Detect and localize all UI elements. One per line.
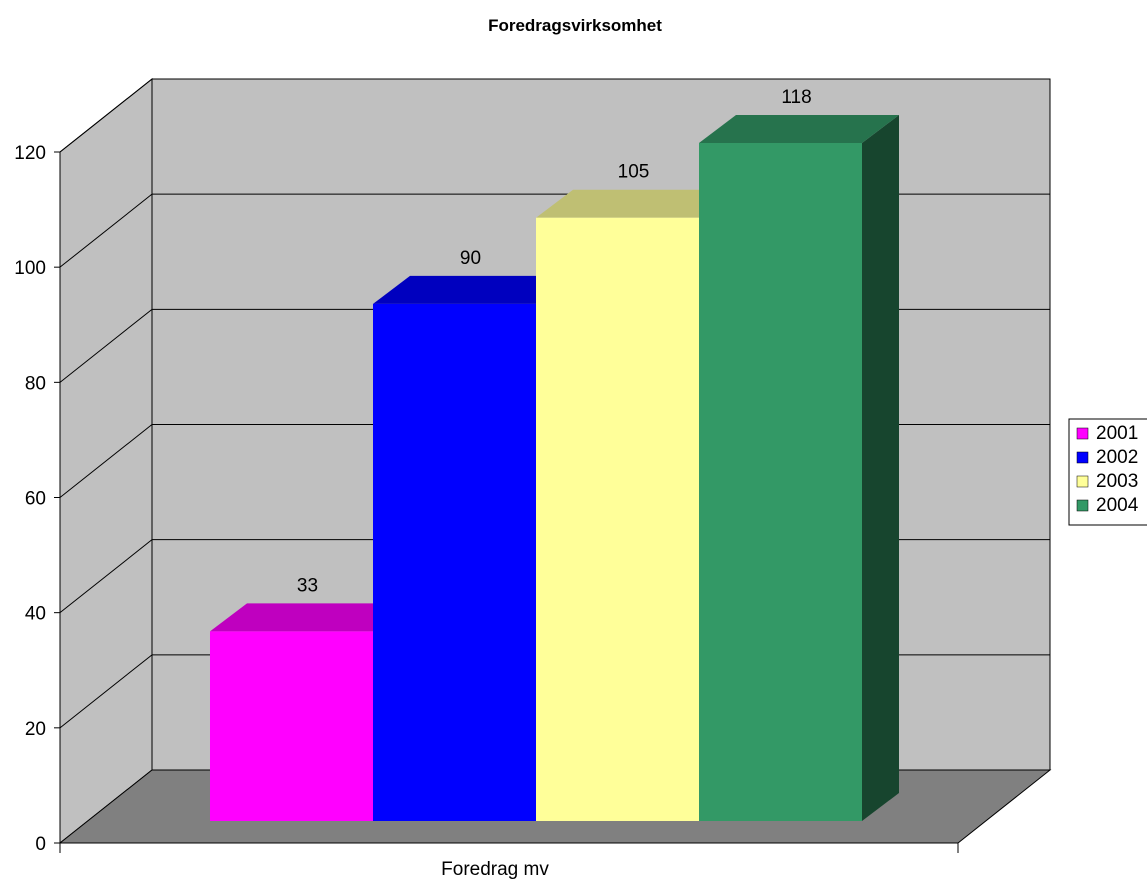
data-labels: 33 90 105 118 <box>297 87 812 596</box>
bar-front <box>373 303 536 821</box>
axes: 0 20 40 60 80 100 120 Foredrag mv <box>14 143 959 880</box>
legend-swatch-2002 <box>1076 451 1089 464</box>
bar-top <box>536 189 736 218</box>
y-tick-label: 40 <box>25 604 46 625</box>
legend-label-2004: 2004 <box>1096 495 1139 516</box>
legend-swatch-2004 <box>1076 499 1089 512</box>
y-tick-label: 120 <box>14 143 46 164</box>
data-label-2004: 118 <box>781 87 811 108</box>
bar-top <box>210 603 410 632</box>
bar-2004 <box>699 115 899 821</box>
bar-side <box>862 115 899 821</box>
bar-front <box>536 217 699 821</box>
legend-swatch-2001 <box>1076 427 1089 440</box>
category-label: Foredrag mv <box>441 859 549 880</box>
gridline-side <box>59 539 153 614</box>
gridline-side <box>59 308 153 383</box>
y-tick-label: 60 <box>25 489 46 510</box>
legend-swatch-2003 <box>1076 475 1089 488</box>
chart-title: Foredragsvirksomhet <box>488 16 662 35</box>
y-tick-label: 20 <box>25 719 46 740</box>
y-tick-label: 0 <box>35 834 46 855</box>
legend-label-2001: 2001 <box>1096 423 1138 444</box>
legend-label-2002: 2002 <box>1096 447 1138 468</box>
gridline-side <box>59 193 153 268</box>
bar-front <box>699 143 862 821</box>
bar-front <box>210 631 373 821</box>
bar-top <box>699 115 899 143</box>
legend-label-2003: 2003 <box>1096 471 1138 492</box>
bar-top <box>373 275 573 304</box>
data-label-2003: 105 <box>618 162 650 183</box>
y-tick-label: 100 <box>14 258 46 279</box>
gridline-side <box>59 424 153 498</box>
gridline-side <box>59 78 153 153</box>
data-label-2001: 33 <box>297 575 318 596</box>
y-tick-label: 80 <box>25 373 46 394</box>
gridline-side <box>59 654 153 729</box>
bars <box>210 115 899 821</box>
legend[interactable]: 2001 2002 2003 2004 <box>1068 418 1147 526</box>
data-label-2002: 90 <box>460 248 481 269</box>
